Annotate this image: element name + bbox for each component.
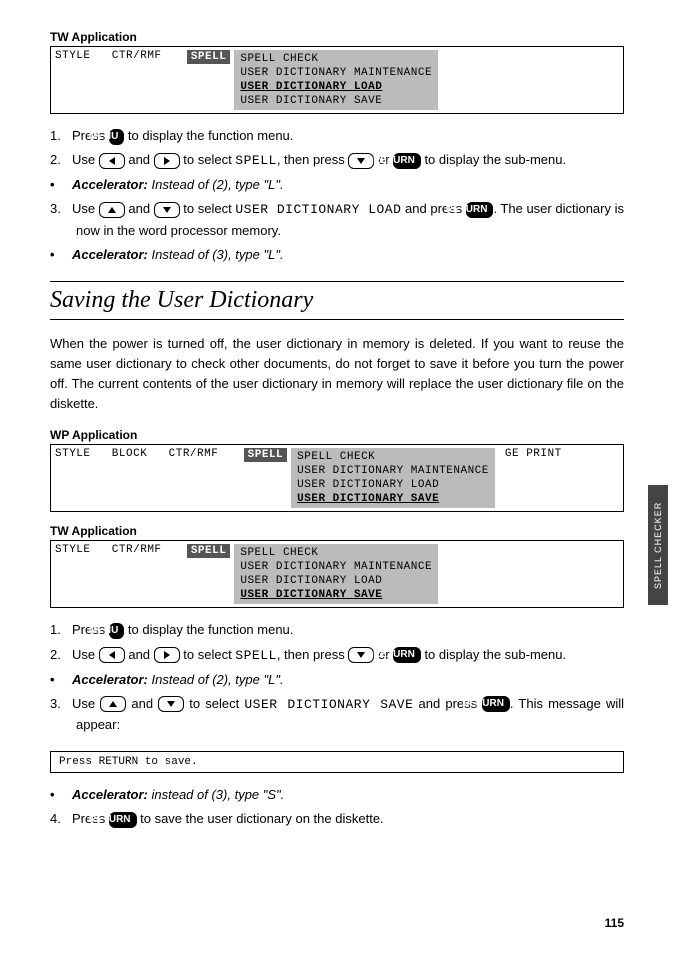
step-item: Accelerator: Instead of (2), type "L". (50, 175, 624, 195)
page-number: 115 (605, 916, 624, 930)
step-item: Use and to select USER DICTIONARY SAVE a… (50, 694, 624, 735)
submenu-item: USER DICTIONARY LOAD (297, 478, 489, 492)
wp2-spell: SPELL (244, 448, 288, 462)
submenu-item: USER DICTIONARY LOAD (240, 574, 432, 588)
submenu-item: USER DICTIONARY SAVE (240, 94, 432, 108)
key-menu: MENU (109, 129, 124, 145)
arrow-right-icon (154, 647, 180, 663)
step-item: Press MENU to display the function menu. (50, 126, 624, 146)
step-item: Press MENU to display the function menu. (50, 620, 624, 640)
step-item: Press RETURN to save the user dictionary… (50, 809, 624, 829)
submenu-item: USER DICTIONARY SAVE (240, 588, 432, 602)
submenu-item: USER DICTIONARY MAINTENANCE (240, 66, 432, 80)
wp2-menubox: STYLE BLOCK CTR/RMF SPELL SPELL CHECKUSE… (50, 444, 624, 512)
step-item: Use and to select SPELL, then press or R… (50, 645, 624, 666)
tw1-submenu: SPELL CHECKUSER DICTIONARY MAINTENANCEUS… (234, 50, 438, 110)
key-return: RETURN (109, 812, 137, 828)
step-item: Accelerator: instead of (3), type "S". (50, 785, 624, 805)
step-item: Accelerator: Instead of (3), type "L". (50, 245, 624, 265)
wp2-label: WP Application (50, 428, 624, 442)
steps-list-2: Press MENU to display the function menu.… (50, 620, 624, 735)
step-item: Use and to select USER DICTIONARY LOAD a… (50, 199, 624, 240)
tw2-left: STYLE CTR/RMF (55, 544, 183, 604)
submenu-item: SPELL CHECK (240, 546, 432, 560)
arrow-down-icon (154, 202, 180, 218)
arrow-right-icon (154, 153, 180, 169)
step-item: Accelerator: Instead of (2), type "L". (50, 670, 624, 690)
tw2-spell: SPELL (187, 544, 231, 558)
arrow-up-icon (100, 696, 126, 712)
key-return: RETURN (482, 696, 510, 712)
wp2-left: STYLE BLOCK CTR/RMF (55, 448, 240, 508)
key-return: RETURN (466, 202, 494, 218)
tw2-submenu: SPELL CHECKUSER DICTIONARY MAINTENANCEUS… (234, 544, 438, 604)
tw2-label: TW Application (50, 524, 624, 538)
arrow-left-icon (99, 647, 125, 663)
tw2-menubox: STYLE CTR/RMF SPELL SPELL CHECKUSER DICT… (50, 540, 624, 608)
intro-para: When the power is turned off, the user d… (50, 334, 624, 415)
tw1-menubox: STYLE CTR/RMF SPELL SPELL CHECKUSER DICT… (50, 46, 624, 114)
steps-list-3: Accelerator: instead of (3), type "S". Pr… (50, 785, 624, 829)
submenu-item: SPELL CHECK (240, 52, 432, 66)
arrow-up-icon (99, 202, 125, 218)
tw1-left: STYLE CTR/RMF (55, 50, 183, 110)
steps-list-1: Press MENU to display the function menu.… (50, 126, 624, 265)
submenu-item: SPELL CHECK (297, 450, 489, 464)
submenu-item: USER DICTIONARY MAINTENANCE (240, 560, 432, 574)
key-menu: MENU (109, 623, 124, 639)
wp2-submenu: SPELL CHECKUSER DICTIONARY MAINTENANCEUS… (291, 448, 495, 508)
message-box: Press RETURN to save. (50, 751, 624, 773)
key-return: RETURN (393, 647, 421, 663)
submenu-item: USER DICTIONARY LOAD (240, 80, 432, 94)
arrow-down-icon (348, 647, 374, 663)
step-item: Use and to select SPELL, then press or R… (50, 150, 624, 171)
key-return: RETURN (393, 153, 421, 169)
tw1-spell: SPELL (187, 50, 231, 64)
tw1-label: TW Application (50, 30, 624, 44)
submenu-item: USER DICTIONARY SAVE (297, 492, 489, 506)
section-heading: Saving the User Dictionary (50, 281, 624, 320)
side-tab: SPELL CHECKER (648, 485, 668, 605)
arrow-down-icon (158, 696, 184, 712)
wp2-right: GE PRINT (495, 448, 562, 508)
arrow-down-icon (348, 153, 374, 169)
submenu-item: USER DICTIONARY MAINTENANCE (297, 464, 489, 478)
arrow-left-icon (99, 153, 125, 169)
